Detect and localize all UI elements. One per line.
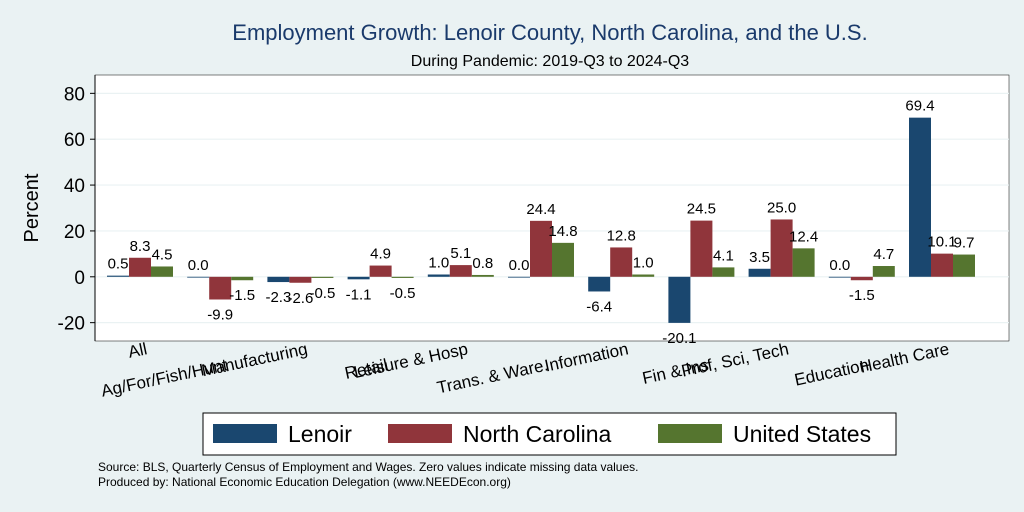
data-label-north-carolina-all: 8.3 (130, 238, 151, 255)
data-label-lenoir-ag-for-fish-hunt: 0.0 (188, 257, 209, 274)
data-label-north-carolina-health-care: 10.1 (927, 234, 956, 251)
data-label-united-states-ag-for-fish-hunt: -1.5 (229, 287, 255, 304)
data-label-lenoir-fin-ins: -20.1 (662, 330, 696, 347)
data-label-united-states-information: 1.0 (633, 255, 654, 272)
bar-lenoir-manufacturing (267, 276, 290, 283)
legend-swatch-lenoir (213, 424, 277, 443)
y-tick-label: 60 (64, 130, 85, 151)
y-tick-label: -20 (58, 314, 85, 335)
bar-north-carolina-fin-ins (690, 220, 713, 277)
data-label-north-carolina-leisure-hosp: 5.1 (450, 245, 471, 262)
data-label-north-carolina-prof-sci-tech: 25.0 (767, 199, 796, 216)
data-labels: 0.5 0.0 -2.3 -1.1 1.0 0.0 -6.4 -20.1 3.5 0.0 69.4 8… (108, 98, 975, 347)
plot-area (94, 74, 1010, 342)
data-label-lenoir-information: -6.4 (586, 298, 612, 315)
y-tick-label: 20 (64, 222, 85, 243)
bar-north-carolina-education (850, 276, 873, 281)
bar-lenoir-fin-ins (668, 276, 691, 323)
category-label-health-care: Health Care (858, 339, 951, 376)
bar-united-states-manufacturing (311, 276, 334, 278)
bar-united-states-all (151, 266, 173, 277)
bar-north-carolina-trans-ware (530, 220, 552, 277)
category-label-trans-ware: Trans. & Ware. (435, 355, 550, 397)
bar-united-states-fin-ins (712, 267, 735, 277)
bar-lenoir-prof-sci-tech (748, 268, 771, 277)
bar-lenoir-health-care (909, 117, 931, 277)
bar-north-carolina-manufacturing (289, 276, 312, 283)
data-label-lenoir-prof-sci-tech: 3.5 (749, 249, 770, 266)
y-axis-tick-labels: -20 0 20 40 60 80 (58, 84, 85, 334)
bar-north-carolina-information (610, 247, 633, 277)
category-label-all: All (126, 339, 148, 362)
data-label-north-carolina-fin-ins: 24.5 (687, 201, 716, 218)
y-tick-label: 0 (74, 268, 85, 289)
bar-lenoir-all (107, 275, 129, 277)
y-axis-ticks (90, 92, 95, 324)
legend: Lenoir North Carolina United States (202, 412, 897, 456)
bar-lenoir-leisure-hosp (427, 274, 450, 277)
category-label-information: Information (543, 339, 630, 375)
data-label-united-states-health-care: 9.7 (954, 235, 975, 252)
data-label-united-states-all: 4.5 (152, 246, 173, 263)
data-label-united-states-fin-ins: 4.1 (713, 247, 734, 264)
category-label-manufacturing: Manufacturing (200, 339, 309, 380)
bar-north-carolina-ag-for-fish-hunt (209, 276, 232, 300)
data-label-lenoir-trans-ware: 0.0 (509, 257, 530, 274)
legend-box (202, 412, 897, 456)
bar-north-carolina-all (129, 257, 151, 277)
bar-united-states-education (872, 266, 895, 277)
bar-united-states-health-care (953, 254, 975, 277)
y-axis-label: Percent (21, 173, 43, 242)
bars (107, 117, 975, 323)
bar-united-states-ag-for-fish-hunt (231, 276, 254, 281)
bar-lenoir-trans-ware (508, 276, 530, 278)
bar-north-carolina-prof-sci-tech (770, 219, 793, 277)
data-label-lenoir-all: 0.5 (108, 256, 129, 273)
bar-united-states-leisure-hosp (471, 274, 494, 277)
data-label-lenoir-retail: -1.1 (346, 286, 372, 303)
data-label-united-states-retail: -0.5 (390, 285, 416, 302)
data-label-united-states-leisure-hosp: 0.8 (472, 255, 493, 272)
data-label-united-states-prof-sci-tech: 12.4 (789, 228, 818, 245)
data-label-north-carolina-retail: 4.9 (370, 246, 391, 263)
data-label-lenoir-education: 0.0 (829, 257, 850, 274)
bar-north-carolina-health-care (931, 253, 953, 277)
y-tick-label: 40 (64, 176, 85, 197)
legend-swatch-north-carolina (388, 424, 452, 443)
data-label-north-carolina-education: -1.5 (849, 287, 875, 304)
chart-title: Employment Growth: Lenoir County, North … (232, 20, 867, 45)
bar-lenoir-education (828, 276, 851, 278)
data-label-united-states-trans-ware: 14.8 (548, 223, 577, 240)
bar-united-states-retail (391, 276, 414, 278)
bar-lenoir-ag-for-fish-hunt (187, 276, 210, 278)
chart-subtitle: During Pandemic: 2019-Q3 to 2024-Q3 (411, 53, 689, 70)
legend-label-lenoir: Lenoir (288, 421, 352, 447)
data-label-north-carolina-ag-for-fish-hunt: -9.9 (207, 306, 233, 323)
data-label-lenoir-leisure-hosp: 1.0 (428, 255, 449, 272)
data-label-lenoir-manufacturing: -2.3 (265, 289, 291, 306)
data-label-lenoir-health-care: 69.4 (905, 98, 934, 115)
bar-lenoir-information (588, 276, 611, 292)
data-label-north-carolina-information: 12.8 (607, 227, 636, 244)
legend-swatch-united-states (658, 424, 722, 443)
data-label-united-states-manufacturing: -0.5 (309, 285, 335, 302)
legend-label-north-carolina: North Carolina (463, 421, 611, 447)
bar-united-states-information (632, 274, 655, 277)
bar-north-carolina-retail (369, 265, 392, 277)
data-label-united-states-education: 4.7 (873, 246, 894, 263)
y-tick-label: 80 (64, 84, 85, 105)
footer-produced: Produced by: National Economic Education… (98, 475, 511, 489)
bar-north-carolina-leisure-hosp (449, 265, 472, 277)
footer-source: Source: BLS, Quarterly Census of Employm… (98, 460, 638, 474)
legend-label-united-states: United States (733, 421, 871, 447)
bar-united-states-prof-sci-tech (792, 248, 815, 277)
data-label-north-carolina-manufacturing: -2.6 (287, 290, 313, 307)
bar-lenoir-retail (347, 276, 370, 280)
bar-united-states-trans-ware (552, 242, 574, 277)
data-label-north-carolina-trans-ware: 24.4 (526, 201, 555, 218)
